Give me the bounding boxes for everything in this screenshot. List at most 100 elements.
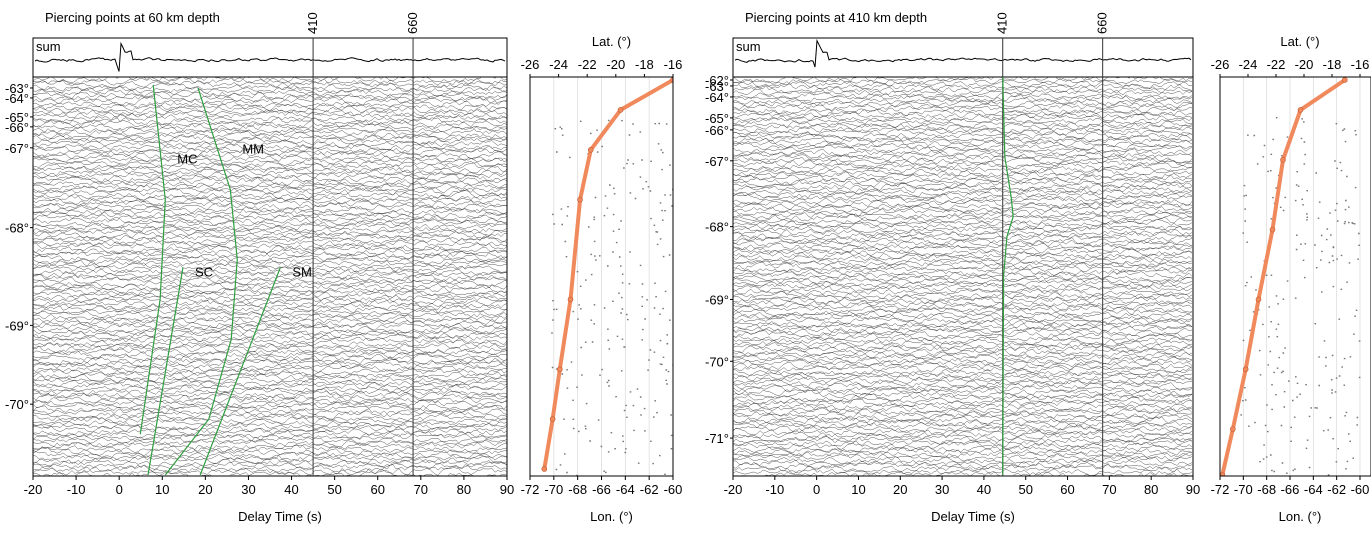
phase-curve	[147, 267, 184, 476]
y-tick-label: -63°	[5, 81, 29, 96]
sum-frame	[32, 37, 508, 78]
x-tick-label: -66	[1281, 482, 1300, 497]
x2-tick-label: -26	[1211, 57, 1230, 72]
piercing-point	[567, 296, 574, 303]
piercing-point	[587, 147, 594, 153]
x2-tick-label: -18	[1323, 57, 1342, 72]
x-tick-label: -10	[67, 482, 86, 497]
x2-tick-label: -22	[1267, 57, 1286, 72]
x-tick-label: 0	[813, 482, 820, 497]
x-tick-label: 60	[370, 482, 384, 497]
y-tick-label: -69°	[5, 318, 29, 333]
x2-tick-label: -22	[578, 57, 597, 72]
x2-tick-label: -20	[606, 57, 625, 72]
seismic-traces	[33, 77, 507, 476]
x-tick-label: 60	[1060, 482, 1074, 497]
x-tick-label: -62	[1327, 482, 1346, 497]
plot-frame	[32, 76, 508, 477]
reference-label: 660	[405, 12, 420, 34]
y-tick-label: -71°	[705, 431, 729, 446]
x-tick-label: -64	[1304, 482, 1323, 497]
x-axis-label: Lon. (°)	[1279, 509, 1322, 524]
x-tick-label: -60	[664, 482, 683, 497]
sum-trace	[734, 38, 1192, 68]
y-tick-label: -68°	[705, 220, 729, 235]
x2-tick-label: -24	[549, 57, 568, 72]
x-tick-label: 10	[155, 482, 169, 497]
sum-label: sum	[736, 39, 761, 54]
piercing-point	[1220, 472, 1226, 476]
piercing-curve	[1220, 78, 1346, 476]
y-tick-label: -70°	[705, 354, 729, 369]
x2-tick-label: -16	[1351, 57, 1370, 72]
phase-curve	[199, 267, 281, 476]
y-tick-label: -67°	[5, 141, 29, 156]
x2-tick-label: -20	[1295, 57, 1314, 72]
plot-frame	[1219, 76, 1371, 477]
y-tick-label: -65°	[705, 111, 729, 126]
piercing-point	[1269, 226, 1276, 233]
x-tick-label: 10	[851, 482, 865, 497]
plot-frame	[732, 76, 1194, 477]
x-tick-label: -64	[616, 482, 635, 497]
y-tick-label: -64°	[5, 91, 29, 106]
x2-tick-label: -18	[635, 57, 654, 72]
seismic-traces	[733, 77, 1193, 476]
x-tick-label: 20	[198, 482, 212, 497]
x-tick-label: 30	[935, 482, 949, 497]
y-tick-label: -62°	[705, 73, 729, 88]
phase-curve	[1002, 76, 1014, 476]
piercing-point	[549, 416, 556, 422]
x-tick-label: -60	[1351, 482, 1370, 497]
sum-trace	[34, 41, 506, 72]
x-tick-label: -70	[1234, 482, 1253, 497]
sum-label: sum	[36, 39, 61, 54]
x-tick-label: -20	[24, 482, 43, 497]
piercing-point	[541, 466, 548, 472]
x-axis-label: Delay Time (s)	[238, 509, 322, 524]
x-axis-label: Delay Time (s)	[931, 509, 1015, 524]
phase-label: MM	[242, 142, 264, 157]
x-tick-label: -72	[521, 482, 540, 497]
phase-curve	[164, 87, 238, 476]
x-tick-label: -62	[640, 482, 659, 497]
y-tick-label: -67°	[705, 154, 729, 169]
x-tick-label: 70	[414, 482, 428, 497]
y-tick-label: -63°	[705, 79, 729, 94]
x-tick-label: 90	[1186, 482, 1200, 497]
piercing-point	[1342, 77, 1348, 83]
x-tick-label: 80	[457, 482, 471, 497]
x2-tick-label: -26	[521, 57, 540, 72]
x2-tick-label: -16	[664, 57, 683, 72]
chart-title: Piercing points at 410 km depth	[745, 10, 927, 25]
x-axis-label: Lon. (°)	[590, 509, 633, 524]
x-tick-label: -10	[765, 482, 784, 497]
chart-title: Piercing points at 60 km depth	[45, 10, 220, 25]
piercing-point	[1280, 156, 1286, 163]
x-tick-label: 70	[1102, 482, 1116, 497]
x2-tick-label: -24	[1239, 57, 1258, 72]
y-tick-label: -66°	[705, 123, 729, 138]
x-tick-label: 30	[241, 482, 255, 497]
x-tick-label: -72	[1211, 482, 1230, 497]
x-tick-label: 20	[893, 482, 907, 497]
x-tick-label: 50	[1018, 482, 1032, 497]
y-tick-label: -66°	[5, 120, 29, 135]
piercing-point	[1230, 426, 1236, 432]
reference-label: 660	[1095, 12, 1110, 34]
phase-curve	[139, 84, 166, 435]
station-points	[1240, 117, 1361, 476]
y-tick-label: -69°	[705, 292, 729, 307]
y-tick-label: -64°	[705, 90, 729, 105]
y-tick-label: -65°	[5, 110, 29, 125]
x2-axis-label: Lat. (°)	[592, 34, 631, 49]
x-tick-label: -68	[1257, 482, 1276, 497]
piercing-point	[1297, 107, 1304, 113]
phase-label: SM	[292, 265, 312, 280]
piercing-point	[577, 196, 583, 203]
x-tick-label: -68	[568, 482, 587, 497]
x-tick-label: -66	[592, 482, 611, 497]
x-tick-label: 50	[327, 482, 341, 497]
